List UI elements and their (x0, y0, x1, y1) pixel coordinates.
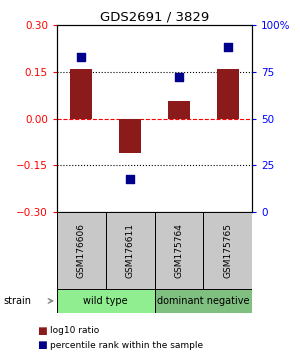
Text: GSM175764: GSM175764 (174, 223, 183, 278)
Bar (168, 101, 190, 119)
Bar (154, 212, 203, 289)
Text: ■: ■ (37, 340, 47, 350)
Bar (57, 212, 106, 289)
Text: log10 ratio: log10 ratio (50, 326, 99, 336)
Bar (70, 69, 92, 119)
Point (128, 176, 133, 182)
Bar (106, 212, 154, 289)
Text: strain: strain (3, 296, 31, 306)
Title: GDS2691 / 3829: GDS2691 / 3829 (100, 11, 209, 24)
Text: dominant negative: dominant negative (157, 296, 250, 306)
Point (176, 74, 181, 80)
Text: wild type: wild type (83, 296, 128, 306)
Bar (154, 289, 252, 313)
Text: GSM176611: GSM176611 (126, 223, 135, 278)
Bar (57, 289, 154, 313)
Point (79, 54, 84, 59)
Bar (203, 212, 252, 289)
Point (225, 45, 230, 50)
Text: GSM175765: GSM175765 (223, 223, 232, 278)
Text: GSM176606: GSM176606 (77, 223, 86, 278)
Text: percentile rank within the sample: percentile rank within the sample (50, 341, 202, 350)
Bar (119, 119, 141, 153)
Text: ■: ■ (37, 326, 47, 336)
Bar (217, 69, 238, 119)
